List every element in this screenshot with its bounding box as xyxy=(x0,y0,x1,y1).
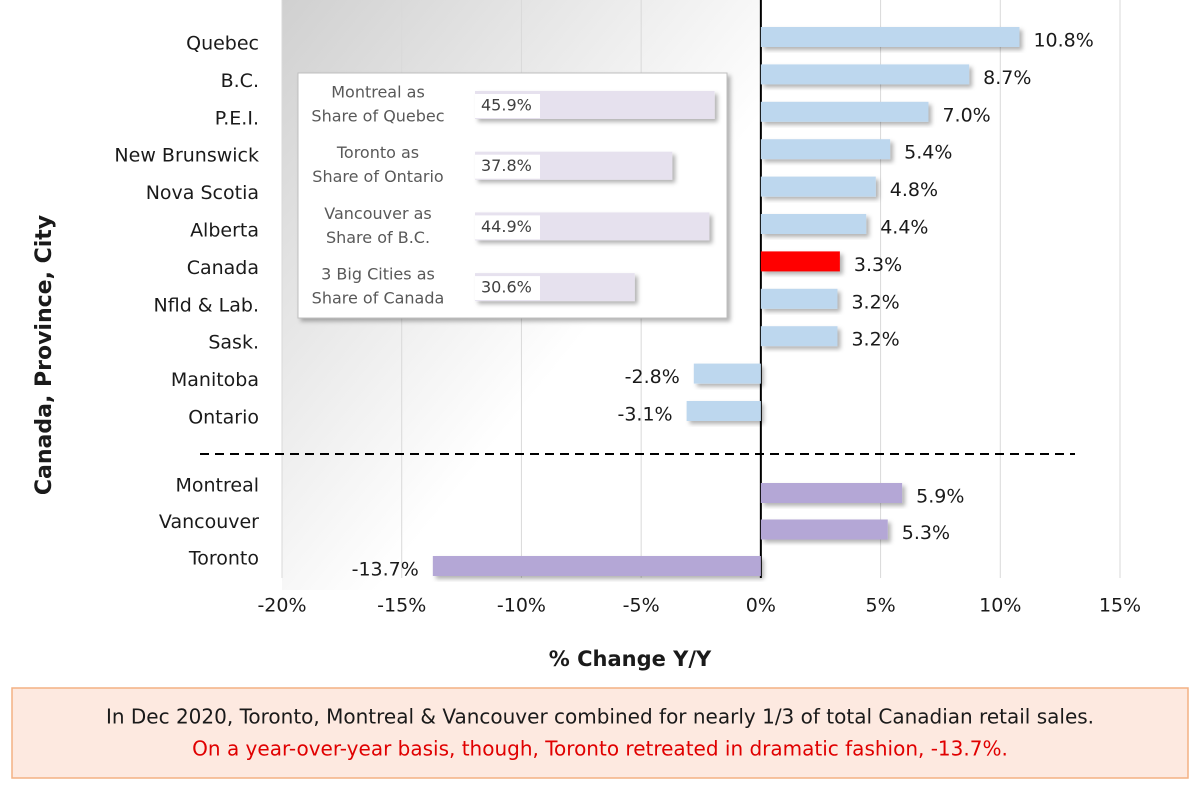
category-label: New Brunswick xyxy=(114,145,259,167)
bar xyxy=(760,27,1020,47)
value-label: 3.2% xyxy=(851,329,899,351)
bar xyxy=(760,64,970,85)
inset-category-label: Vancouver as xyxy=(324,204,432,223)
category-label: Nova Scotia xyxy=(146,182,259,204)
x-axis-title: % Change Y/Y xyxy=(549,647,712,671)
category-label: Sask. xyxy=(208,332,259,354)
category-label: Alberta xyxy=(190,220,259,242)
category-label: Manitoba xyxy=(171,369,259,391)
value-label: 3.3% xyxy=(854,254,902,276)
bar xyxy=(760,176,876,197)
category-label: Vancouver xyxy=(159,511,259,533)
inset-category-label: Montreal as xyxy=(331,83,425,102)
value-label: 5.4% xyxy=(904,142,952,164)
category-label: B.C. xyxy=(221,70,259,92)
bar xyxy=(760,483,903,503)
inset-category-label: Share of Canada xyxy=(312,289,445,308)
inset-category-label: Share of B.C. xyxy=(326,228,430,247)
value-label: 5.9% xyxy=(916,486,964,508)
bar xyxy=(760,519,888,540)
bar xyxy=(760,326,838,347)
x-tick-label: 15% xyxy=(1099,595,1141,617)
value-label: 7.0% xyxy=(942,104,990,126)
inset-value-box xyxy=(475,215,540,240)
caption-line: In Dec 2020, Toronto, Montreal & Vancouv… xyxy=(106,705,1094,729)
inset-category-label: Share of Ontario xyxy=(312,167,443,186)
bar xyxy=(760,214,867,234)
inset-value-box xyxy=(475,94,540,118)
x-tick-label: 10% xyxy=(979,595,1021,617)
inset-category-label: 3 Big Cities as xyxy=(321,265,435,284)
y-axis-title: Canada, Province, City xyxy=(32,215,57,495)
value-label: 10.8% xyxy=(1033,30,1093,52)
category-label: Quebec xyxy=(186,33,259,55)
x-tick-label: -10% xyxy=(497,595,546,617)
x-tick-label: -5% xyxy=(623,595,660,617)
value-label: -2.8% xyxy=(625,366,680,388)
bar xyxy=(760,139,891,160)
inset-value-box xyxy=(475,154,540,179)
inset-category-label: Share of Quebec xyxy=(311,107,444,126)
inset-category-label: Toronto as xyxy=(336,143,419,162)
caption-box xyxy=(11,687,1189,779)
category-label: Toronto xyxy=(188,548,259,570)
value-label: 8.7% xyxy=(983,67,1031,89)
x-tick-label: 0% xyxy=(746,595,776,617)
value-label: 4.4% xyxy=(880,217,928,239)
value-label: 4.8% xyxy=(890,179,938,201)
value-label: -13.7% xyxy=(352,559,419,581)
bar xyxy=(760,101,929,122)
bar xyxy=(760,288,838,309)
category-label: Montreal xyxy=(175,475,259,497)
bar xyxy=(760,251,840,272)
category-label: Ontario xyxy=(188,407,259,429)
bar xyxy=(432,556,761,576)
caption-line: On a year-over-year basis, though, Toron… xyxy=(192,737,1008,761)
category-label: Canada xyxy=(187,257,259,279)
category-label: Nfld & Lab. xyxy=(154,294,259,316)
category-label: P.E.I. xyxy=(215,107,259,129)
value-label: 3.2% xyxy=(851,291,899,313)
bar xyxy=(686,401,761,421)
inset-value-label: 45.9% xyxy=(481,96,532,115)
x-tick-label: -15% xyxy=(377,595,426,617)
inset-value-label: 30.6% xyxy=(481,278,532,297)
x-tick-label: 5% xyxy=(865,595,895,617)
inset-value-label: 37.8% xyxy=(481,156,532,175)
inset-value-box xyxy=(475,276,540,301)
value-label: 5.3% xyxy=(902,522,950,544)
value-label: -3.1% xyxy=(617,404,672,426)
bar xyxy=(693,363,761,384)
inset-value-label: 44.9% xyxy=(481,217,532,236)
x-tick-label: -20% xyxy=(257,595,306,617)
